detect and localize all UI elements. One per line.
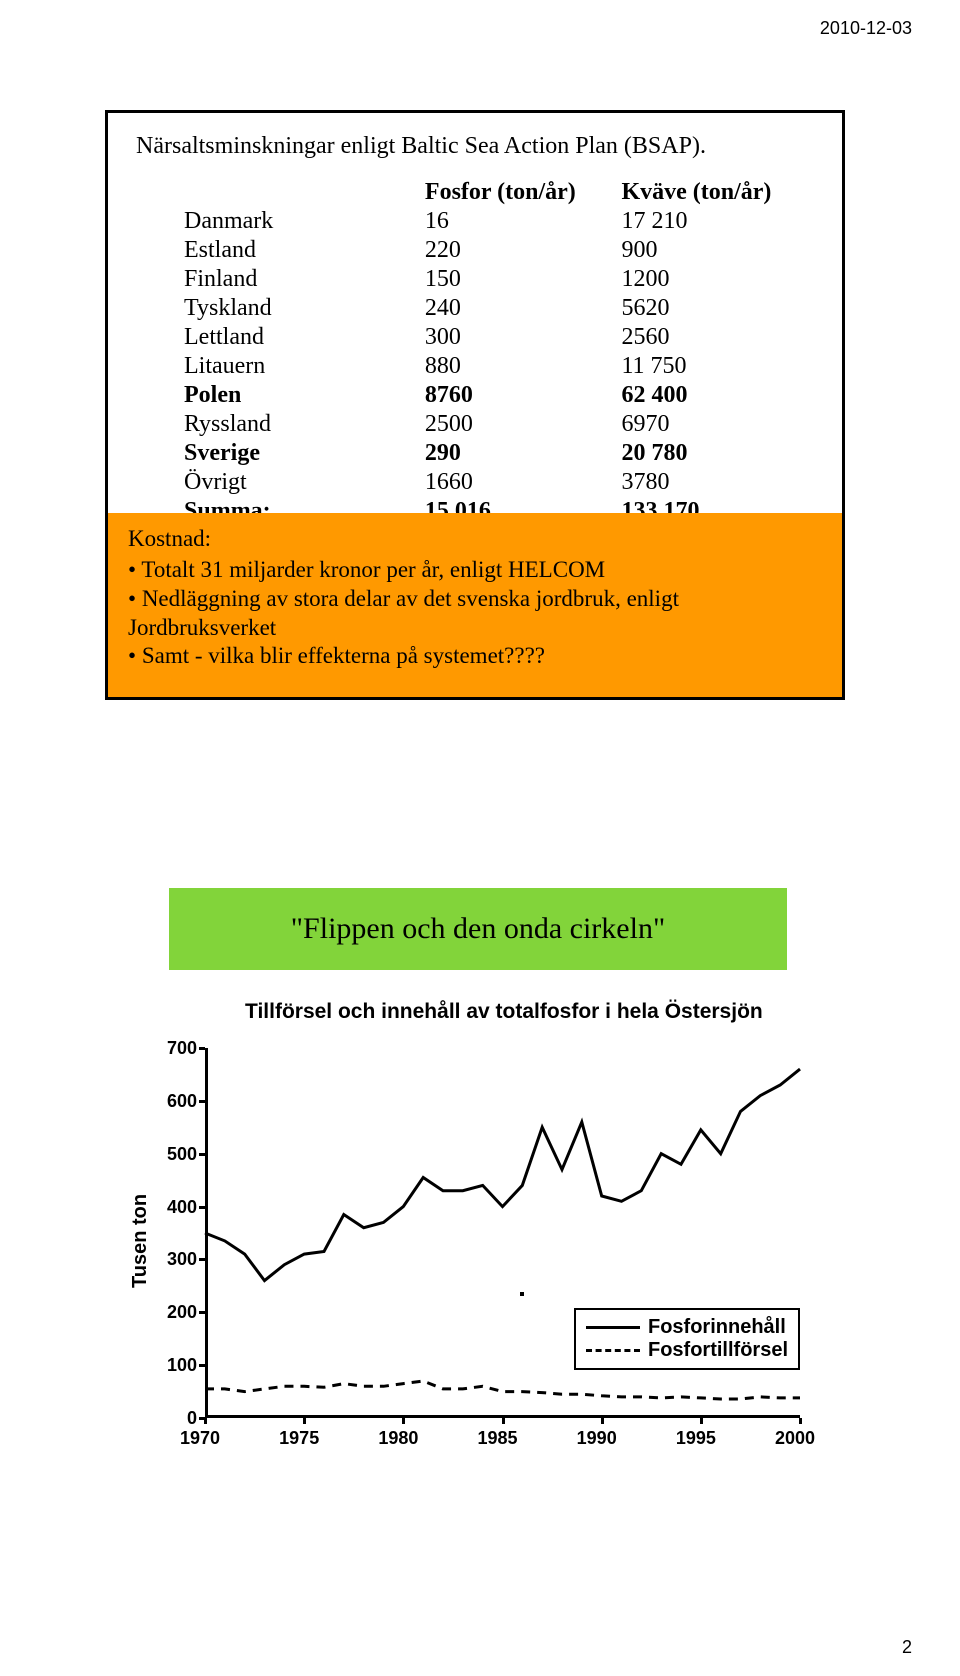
table-cell-label: Danmark <box>180 207 421 236</box>
table-cell-fosfor: 8760 <box>421 381 618 410</box>
table-row: Övrigt16603780 <box>180 468 814 497</box>
table-row: Polen876062 400 <box>180 381 814 410</box>
table-cell-label: Polen <box>180 381 421 410</box>
kostnad-bullet: Samt - vilka blir effekterna på systemet… <box>128 642 822 671</box>
chart-series-fosfortillförsel <box>205 1381 800 1399</box>
slide1-title: Närsaltsminskningar enligt Baltic Sea Ac… <box>108 113 842 170</box>
bsap-header-blank <box>180 178 421 207</box>
table-cell-kvave: 2560 <box>617 323 814 352</box>
kostnad-label: Kostnad: <box>128 525 822 554</box>
table-cell-label: Övrigt <box>180 468 421 497</box>
table-cell-kvave: 20 780 <box>617 439 814 468</box>
kostnad-bullet: Totalt 31 miljarder kronor per år, enlig… <box>128 556 822 585</box>
table-cell-label: Finland <box>180 265 421 294</box>
chart-series-svg <box>105 990 820 1438</box>
table-cell-kvave: 5620 <box>617 294 814 323</box>
chart-legend-line-icon <box>586 1326 640 1329</box>
table-cell-label: Ryssland <box>180 410 421 439</box>
chart-region: Tillförsel och innehåll av totalfosfor i… <box>105 990 850 1490</box>
table-row: Lettland3002560 <box>180 323 814 352</box>
kostnad-bullet: Nedläggning av stora delar av det svensk… <box>128 585 822 643</box>
table-cell-fosfor: 220 <box>421 236 618 265</box>
chart-legend-entry: Fosfortillförsel <box>586 1339 788 1362</box>
table-cell-label: Litauern <box>180 352 421 381</box>
table-cell-kvave: 17 210 <box>617 207 814 236</box>
table-cell-label: Tyskland <box>180 294 421 323</box>
table-cell-fosfor: 2500 <box>421 410 618 439</box>
table-cell-kvave: 3780 <box>617 468 814 497</box>
chart-legend-label: Fosforinnehåll <box>648 1316 786 1339</box>
table-cell-fosfor: 1660 <box>421 468 618 497</box>
table-row: Ryssland25006970 <box>180 410 814 439</box>
table-cell-fosfor: 16 <box>421 207 618 236</box>
table-row: Sverige29020 780 <box>180 439 814 468</box>
slide1-frame: Närsaltsminskningar enligt Baltic Sea Ac… <box>105 110 845 700</box>
chart-series-fosforinnehåll <box>205 1069 800 1281</box>
page-number: 2 <box>902 1637 912 1658</box>
table-cell-label: Lettland <box>180 323 421 352</box>
table-row: Finland1501200 <box>180 265 814 294</box>
chart-artifact-dot <box>520 1292 524 1296</box>
table-cell-fosfor: 300 <box>421 323 618 352</box>
table-cell-fosfor: 240 <box>421 294 618 323</box>
table-row: Danmark1617 210 <box>180 207 814 236</box>
bsap-header-fosfor: Fosfor (ton/år) <box>421 178 618 207</box>
bsap-table: Fosfor (ton/år) Kväve (ton/år) Danmark16… <box>108 170 842 538</box>
table-cell-kvave: 62 400 <box>617 381 814 410</box>
header-date: 2010-12-03 <box>820 18 912 39</box>
chart-legend-line-icon <box>586 1349 640 1352</box>
table-row: Tyskland2405620 <box>180 294 814 323</box>
kostnad-box: Kostnad: Totalt 31 miljarder kronor per … <box>108 513 842 697</box>
table-cell-kvave: 1200 <box>617 265 814 294</box>
slide2-titlebar: "Flippen och den onda cirkeln" <box>169 888 787 970</box>
chart-legend-label: Fosfortillförsel <box>648 1339 788 1362</box>
table-row: Litauern88011 750 <box>180 352 814 381</box>
table-cell-label: Sverige <box>180 439 421 468</box>
table-cell-fosfor: 290 <box>421 439 618 468</box>
table-cell-fosfor: 150 <box>421 265 618 294</box>
table-cell-kvave: 6970 <box>617 410 814 439</box>
table-row: Estland220900 <box>180 236 814 265</box>
table-cell-fosfor: 880 <box>421 352 618 381</box>
table-cell-kvave: 900 <box>617 236 814 265</box>
chart-legend: FosforinnehållFosfortillförsel <box>574 1308 800 1370</box>
table-cell-kvave: 11 750 <box>617 352 814 381</box>
table-cell-label: Estland <box>180 236 421 265</box>
chart-legend-entry: Fosforinnehåll <box>586 1316 788 1339</box>
bsap-header-kvave: Kväve (ton/år) <box>617 178 814 207</box>
slide2-frame: "Flippen och den onda cirkeln" Tillförse… <box>105 870 850 1510</box>
